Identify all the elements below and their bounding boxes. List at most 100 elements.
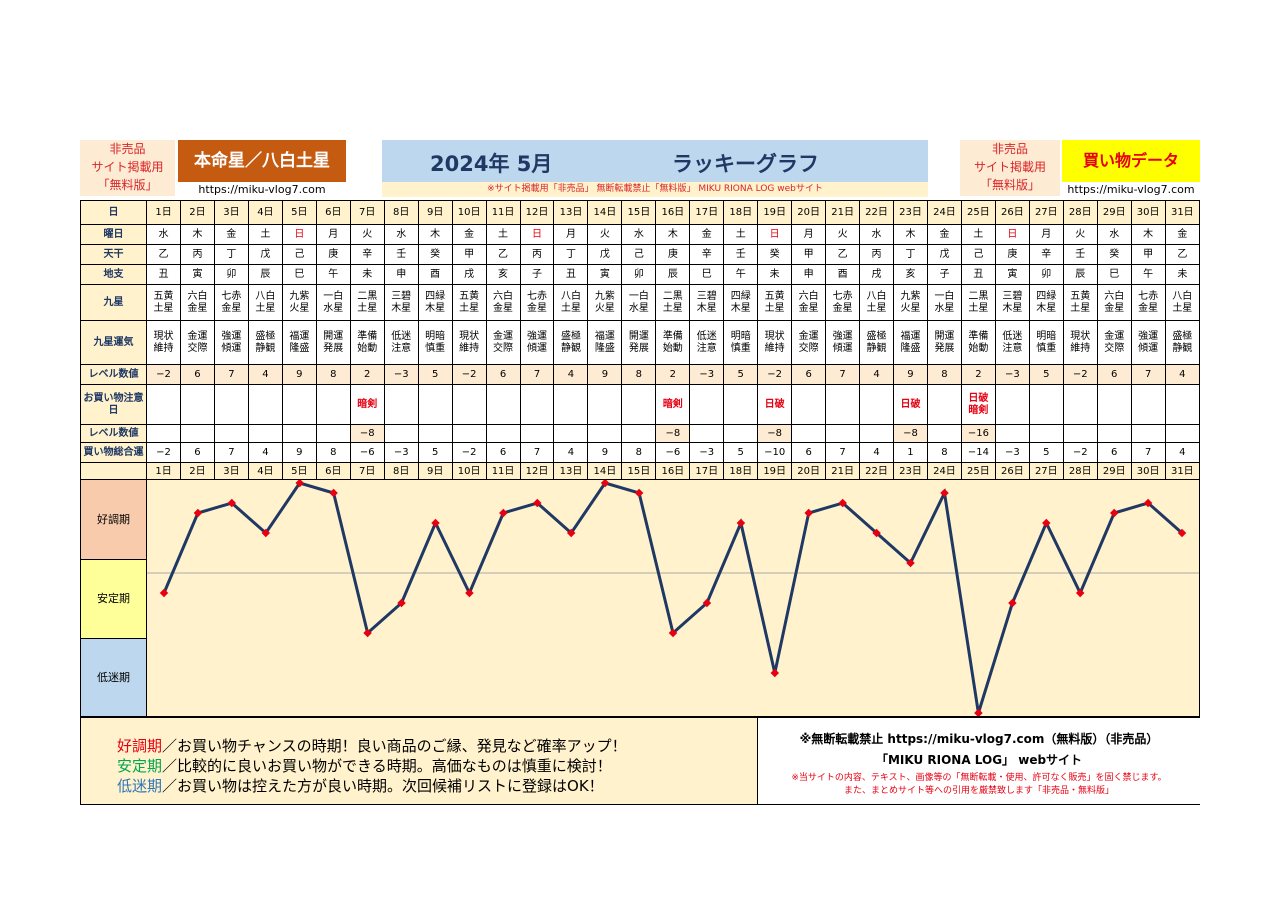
unki-cell: 金運交際 <box>180 320 215 365</box>
kyusei-cell: 七赤金星 <box>519 284 555 321</box>
day-cell-bottom: 4日 <box>247 462 283 481</box>
chishi-cell: 巳 <box>281 264 317 285</box>
tenkan-cell: 甲 <box>791 244 827 265</box>
level-cell: 5 <box>1028 364 1064 385</box>
level-cell: −2 <box>1062 364 1098 385</box>
tenkan-cell: 戊 <box>247 244 283 265</box>
band-label-good: 好調期 <box>81 480 147 560</box>
level2-cell <box>451 424 487 443</box>
level-cell: 9 <box>587 364 623 385</box>
level2-cell <box>1028 424 1064 443</box>
weekday-cell: 金 <box>689 224 725 245</box>
tag-line: 「無料版」 <box>97 178 158 192</box>
chishi-cell: 未 <box>1164 264 1201 285</box>
total-cell: 4 <box>859 442 895 463</box>
day-cell-bottom: 20日 <box>791 462 827 481</box>
unki-cell: 開運発展 <box>315 320 351 365</box>
total-cell: −10 <box>757 442 793 463</box>
title-name: ラッキーグラフ <box>672 152 819 176</box>
site-url-right[interactable]: https://miku-vlog7.com <box>1062 182 1200 197</box>
tag-line: サイト掲載用 <box>973 160 1046 174</box>
day-cell: 1日 <box>146 200 181 225</box>
level2-cell: −8 <box>893 424 928 443</box>
tag-line: 非売品 <box>991 142 1028 156</box>
total-cell: −6 <box>655 442 691 463</box>
tenkan-cell: 丙 <box>519 244 555 265</box>
level-cell: 4 <box>553 364 589 385</box>
weekday-cell: 木 <box>893 224 928 245</box>
site-url-left[interactable]: https://miku-vlog7.com <box>178 182 346 197</box>
row-label-level2: レベル数値 <box>79 424 148 443</box>
chishi-cell: 丑 <box>553 264 589 285</box>
data-point <box>363 628 372 638</box>
tenkan-cell: 乙 <box>1164 244 1201 265</box>
day-cell: 10日 <box>451 200 487 225</box>
caution-cell: 暗剣 <box>655 384 691 425</box>
caution-cell: 日破 暗剣 <box>960 384 996 425</box>
tenkan-cell: 戊 <box>587 244 623 265</box>
data-point <box>1042 518 1051 528</box>
free-edition-tag-right: 非売品 サイト掲載用 「無料版」 <box>960 140 1060 196</box>
day-cell: 13日 <box>553 200 589 225</box>
day-cell-bottom: 24日 <box>926 462 962 481</box>
tenkan-cell: 壬 <box>1062 244 1098 265</box>
level-cell: 9 <box>281 364 317 385</box>
level2-cell <box>553 424 589 443</box>
weekday-cell: 日 <box>994 224 1030 245</box>
row-label-tenkan: 天干 <box>79 244 148 265</box>
title-month: 2024年 5月 <box>430 152 553 176</box>
day-cell: 19日 <box>757 200 793 225</box>
tenkan-cell: 庚 <box>315 244 351 265</box>
weekday-cell: 水 <box>383 224 419 245</box>
level2-cell <box>1096 424 1132 443</box>
kyusei-cell: 九紫火星 <box>281 284 317 321</box>
day-cell: 2日 <box>180 200 215 225</box>
footer-line2: 「MIKU RIONA LOG」 webサイト <box>875 753 1083 767</box>
tenkan-cell: 戊 <box>926 244 962 265</box>
day-cell: 3日 <box>213 200 249 225</box>
chishi-cell: 辰 <box>1062 264 1098 285</box>
unki-cell: 福運隆盛 <box>893 320 928 365</box>
tenkan-cell: 甲 <box>451 244 487 265</box>
total-cell: 5 <box>1028 442 1064 463</box>
chart-plot <box>147 480 1199 716</box>
day-cell-bottom: 7日 <box>349 462 385 481</box>
unki-cell: 盛極静観 <box>553 320 589 365</box>
day-cell-bottom: 25日 <box>960 462 996 481</box>
level-cell: 6 <box>791 364 827 385</box>
tenkan-cell: 己 <box>281 244 317 265</box>
weekday-cell: 木 <box>417 224 453 245</box>
day-cell-bottom: 9日 <box>417 462 453 481</box>
chishi-cell: 午 <box>315 264 351 285</box>
total-cell: 1 <box>893 442 928 463</box>
unki-cell: 明暗慎重 <box>1028 320 1064 365</box>
total-cell: 6 <box>1096 442 1132 463</box>
chishi-cell: 巳 <box>1096 264 1132 285</box>
legend-term-good: 好調期 <box>117 737 163 755</box>
level-cell: 4 <box>859 364 895 385</box>
unki-cell: 現状維持 <box>451 320 487 365</box>
kyusei-cell: 七赤金星 <box>825 284 861 321</box>
unki-cell: 金運交際 <box>485 320 521 365</box>
day-cell-bottom: 30日 <box>1130 462 1166 481</box>
kyusei-cell: 二黒土星 <box>655 284 691 321</box>
day-cell-bottom: 6日 <box>315 462 351 481</box>
day-cell-bottom: 26日 <box>994 462 1030 481</box>
level2-cell <box>146 424 181 443</box>
level-cell: 7 <box>213 364 249 385</box>
caution-cell <box>825 384 861 425</box>
level-cell: 4 <box>1164 364 1201 385</box>
caution-cell <box>689 384 725 425</box>
kyusei-cell: 二黒土星 <box>960 284 996 321</box>
kyusei-cell: 七赤金星 <box>213 284 249 321</box>
chishi-cell: 寅 <box>180 264 215 285</box>
caution-cell <box>417 384 453 425</box>
level2-cell <box>994 424 1030 443</box>
free-edition-tag-left: 非売品 サイト掲載用 「無料版」 <box>80 140 175 196</box>
caution-cell <box>553 384 589 425</box>
weekday-cell: 水 <box>859 224 895 245</box>
tenkan-cell: 庚 <box>994 244 1030 265</box>
chishi-cell: 申 <box>791 264 827 285</box>
weekday-cell: 土 <box>247 224 283 245</box>
row-label-total: 買い物総合運 <box>79 442 148 463</box>
